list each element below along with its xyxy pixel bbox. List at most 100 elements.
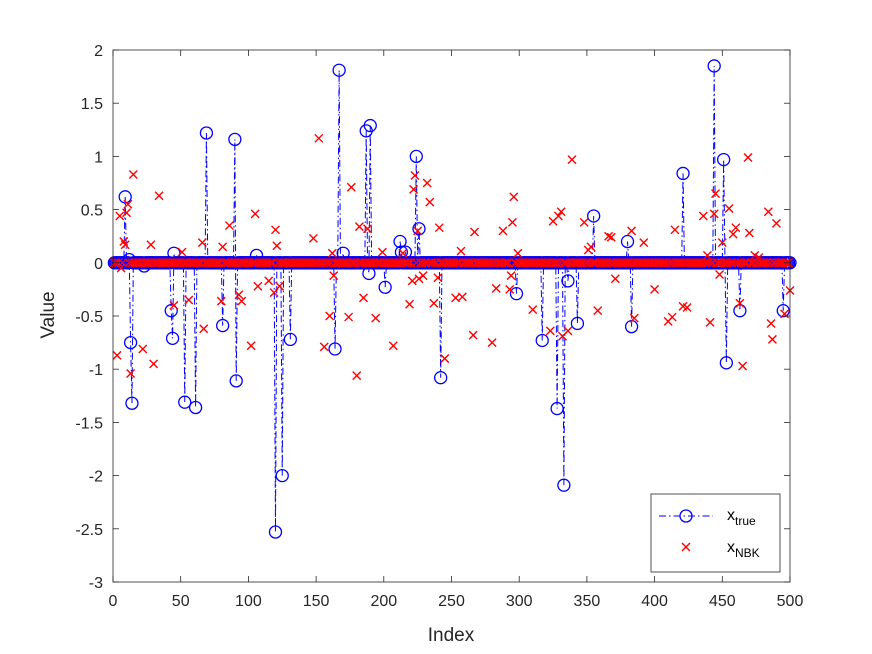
data-point-nbk xyxy=(403,258,413,268)
data-point-nbk xyxy=(604,231,614,241)
data-point-true xyxy=(707,59,721,73)
data-point-nbk xyxy=(758,258,768,268)
data-point-true xyxy=(165,331,180,345)
y-tick-label: -2.5 xyxy=(75,522,103,539)
data-point-nbk xyxy=(377,247,387,257)
data-point-nbk xyxy=(272,241,282,251)
data-point-true xyxy=(733,304,747,318)
data-point-nbk xyxy=(211,258,221,268)
data-point-nbk xyxy=(322,258,332,268)
data-point-nbk xyxy=(507,217,517,227)
legend-label-nbk: xNBK xyxy=(727,539,760,560)
data-point-true xyxy=(509,287,524,301)
data-point-true xyxy=(228,132,242,147)
data-point-nbk xyxy=(728,229,738,239)
y-tick-label: -2 xyxy=(89,469,103,486)
data-point-nbk xyxy=(365,258,375,268)
data-point-nbk xyxy=(581,258,591,268)
data-point-nbk xyxy=(116,263,126,273)
data-point-nbk xyxy=(149,359,159,369)
data-point-nbk xyxy=(579,217,589,227)
data-point-true xyxy=(676,166,690,181)
data-point-nbk xyxy=(172,258,182,268)
data-point-nbk xyxy=(505,284,515,294)
y-tick-label: 2 xyxy=(94,43,103,60)
y-tick-label: -1.5 xyxy=(75,415,103,432)
data-point-true xyxy=(561,274,575,288)
data-point-true xyxy=(409,149,423,164)
data-point-nbk xyxy=(329,271,339,281)
data-point-nbk xyxy=(456,246,466,256)
data-point-true xyxy=(776,304,790,318)
data-point-nbk xyxy=(513,248,523,258)
data-point-nbk xyxy=(423,258,433,268)
data-point-nbk xyxy=(197,238,207,248)
data-point-true xyxy=(378,280,392,294)
data-point-nbk xyxy=(598,258,608,268)
data-point-nbk xyxy=(409,184,419,194)
data-point-nbk xyxy=(112,350,122,360)
data-point-nbk xyxy=(264,276,274,286)
data-point-nbk xyxy=(633,258,643,268)
data-point-nbk xyxy=(266,258,276,268)
data-point-nbk xyxy=(702,250,712,260)
data-point-nbk xyxy=(275,281,285,291)
data-point-nbk xyxy=(418,271,428,281)
data-point-nbk xyxy=(693,258,703,268)
data-point-nbk xyxy=(128,169,138,179)
legend-marker-true xyxy=(679,509,693,523)
data-point-nbk xyxy=(586,242,596,252)
data-point-nbk xyxy=(543,258,553,268)
data-point-nbk xyxy=(729,258,739,268)
data-point-nbk xyxy=(567,155,577,165)
data-point-nbk xyxy=(502,258,512,268)
data-point-nbk xyxy=(115,211,125,221)
data-point-nbk xyxy=(229,258,239,268)
y-tick-label: -0.5 xyxy=(75,309,103,326)
x-axis-title: Index xyxy=(428,625,475,646)
legend-label-nbk-base: x xyxy=(727,539,735,556)
legend-box xyxy=(650,493,781,573)
data-point-true xyxy=(123,335,138,350)
y-axis-title: Value xyxy=(38,291,59,338)
data-point-true xyxy=(393,234,407,249)
data-point-nbk xyxy=(247,258,257,268)
y-tick-label: -3 xyxy=(89,575,103,592)
data-point-nbk xyxy=(371,313,381,323)
data-point-nbk xyxy=(486,258,496,268)
data-point-nbk xyxy=(704,258,714,268)
data-point-true xyxy=(535,333,549,348)
data-point-nbk xyxy=(323,258,333,268)
data-point-true xyxy=(557,478,571,492)
data-point-nbk xyxy=(338,258,348,268)
data-point-nbk xyxy=(731,223,741,233)
data-point-nbk xyxy=(717,238,727,248)
data-point-nbk xyxy=(463,258,473,268)
data-point-nbk xyxy=(413,226,423,236)
data-point-nbk xyxy=(457,292,467,302)
data-point-nbk xyxy=(392,258,402,268)
y-tick-label: 1.5 xyxy=(81,96,103,113)
y-tick-label: -1 xyxy=(89,362,103,379)
data-point-nbk xyxy=(245,258,255,268)
data-point-nbk xyxy=(711,189,721,199)
data-point-nbk xyxy=(407,276,417,286)
data-point-nbk xyxy=(624,258,634,268)
x-tick-label: 250 xyxy=(438,593,465,610)
data-point-nbk xyxy=(621,258,631,268)
y-tick-label: 1 xyxy=(94,149,103,166)
data-point-nbk xyxy=(357,258,367,268)
data-point-nbk xyxy=(352,371,362,381)
data-point-true xyxy=(620,234,635,249)
data-point-nbk xyxy=(677,258,687,268)
plot-area xyxy=(113,50,790,582)
data-point-nbk xyxy=(319,342,329,352)
data-point-nbk xyxy=(697,258,707,268)
legend-label-true: xtrue xyxy=(727,507,756,528)
data-point-nbk xyxy=(551,258,561,268)
data-point-nbk xyxy=(117,258,127,268)
data-point-true xyxy=(363,118,377,133)
data-point-nbk xyxy=(506,271,516,281)
data-point-nbk xyxy=(440,354,450,364)
data-point-nbk xyxy=(354,222,364,232)
